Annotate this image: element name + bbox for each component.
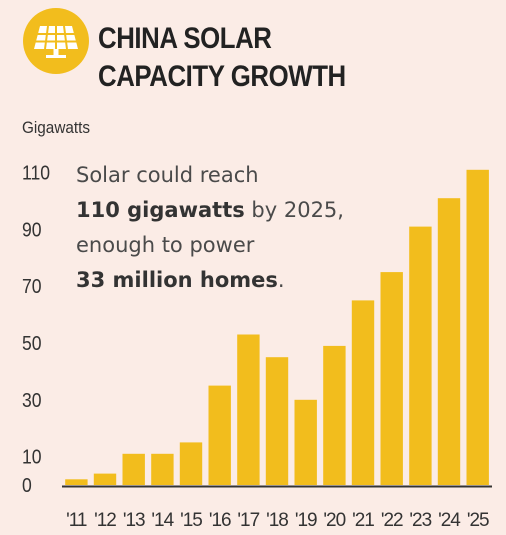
annotation-highlight-gigawatts: 110 gigawatts — [76, 198, 245, 222]
y-tick-label: 110 — [22, 162, 50, 184]
chart-annotation: Solar could reach 110 gigawatts by 2025,… — [76, 158, 406, 298]
x-tick-label: '25 — [467, 510, 489, 531]
x-tick-label: '17 — [237, 510, 259, 531]
y-tick-label: 70 — [22, 275, 42, 297]
bar-12 — [93, 473, 117, 485]
bar-14 — [151, 453, 174, 485]
x-tick-label: '11 — [66, 510, 87, 531]
chart-title-line-2: CAPACITY GROWTH — [98, 60, 346, 93]
y-tick-label: 90 — [22, 218, 42, 240]
y-tick-label: 30 — [22, 389, 42, 411]
annotation-highlight-homes: 33 million homes — [76, 268, 278, 292]
annotation-line-3: enough to power — [76, 233, 255, 257]
x-tick-label: '24 — [438, 510, 461, 531]
y-tick-label: 50 — [22, 332, 42, 354]
y-tick-label: 10 — [22, 446, 42, 468]
x-tick-label: '22 — [381, 510, 403, 531]
bar-17 — [237, 334, 260, 485]
bar-21 — [351, 300, 375, 485]
annotation-line-4-rest: . — [277, 268, 285, 292]
bar-15 — [179, 442, 203, 485]
x-tick-label: '15 — [180, 510, 202, 531]
x-tick-label: '19 — [295, 510, 317, 531]
bar-19 — [294, 399, 317, 485]
x-tick-label: '16 — [209, 510, 231, 531]
chart-title-line-1: CHINA SOLAR — [98, 22, 272, 55]
x-tick-label: '20 — [323, 510, 345, 531]
bar-23 — [409, 226, 432, 485]
x-tick-label: '14 — [151, 510, 174, 531]
chart-header: CHINA SOLAR CAPACITY GROWTH — [0, 0, 506, 110]
bar-18 — [265, 357, 289, 485]
title-badge — [23, 8, 89, 74]
y-tick-label: 0 — [22, 474, 32, 496]
annotation-line-2-rest: by 2025, — [244, 198, 344, 222]
x-tick-label: '23 — [409, 510, 431, 531]
annotation-line-1: Solar could reach — [76, 163, 259, 187]
y-axis-unit-label: Gigawatts — [22, 118, 91, 137]
bar-25 — [466, 169, 489, 486]
bar-24 — [437, 198, 461, 485]
bar-22 — [380, 272, 403, 485]
x-tick-label: '12 — [94, 510, 116, 531]
bar-16 — [208, 385, 231, 485]
bar-13 — [122, 453, 145, 485]
bar-11 — [65, 479, 88, 485]
annotation-line-4: 33 million homes. — [76, 263, 406, 298]
bar-20 — [323, 345, 346, 485]
x-tick-label: '13 — [123, 510, 145, 531]
x-tick-label: '18 — [266, 510, 288, 531]
solar-panel-icon — [34, 25, 78, 58]
x-tick-label: '21 — [352, 510, 374, 531]
annotation-line-2: 110 gigawatts by 2025, — [76, 193, 406, 228]
